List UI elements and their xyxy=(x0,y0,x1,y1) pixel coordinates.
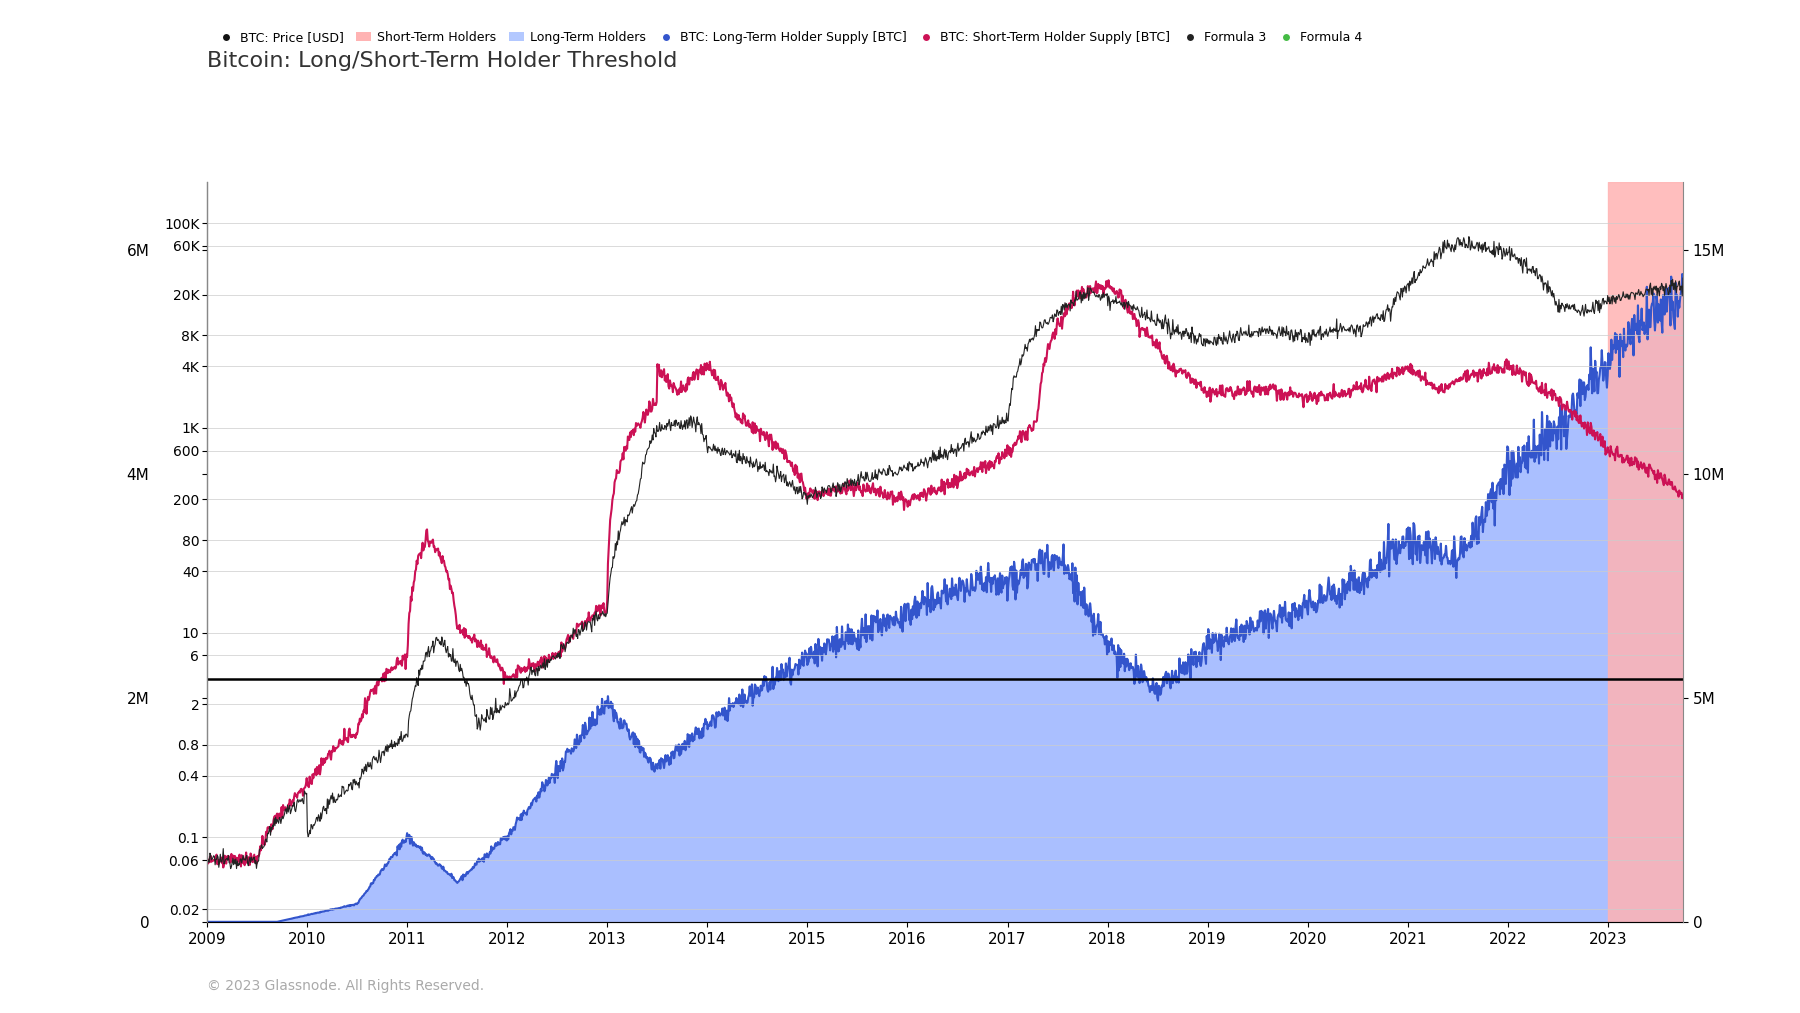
Text: Bitcoin: Long/Short-Term Holder Threshold: Bitcoin: Long/Short-Term Holder Threshol… xyxy=(207,51,677,71)
Text: © 2023 Glassnode. All Rights Reserved.: © 2023 Glassnode. All Rights Reserved. xyxy=(207,979,484,993)
Legend: BTC: Price [USD], Short-Term Holders, Long-Term Holders, BTC: Long-Term Holder S: BTC: Price [USD], Short-Term Holders, Lo… xyxy=(212,26,1368,49)
